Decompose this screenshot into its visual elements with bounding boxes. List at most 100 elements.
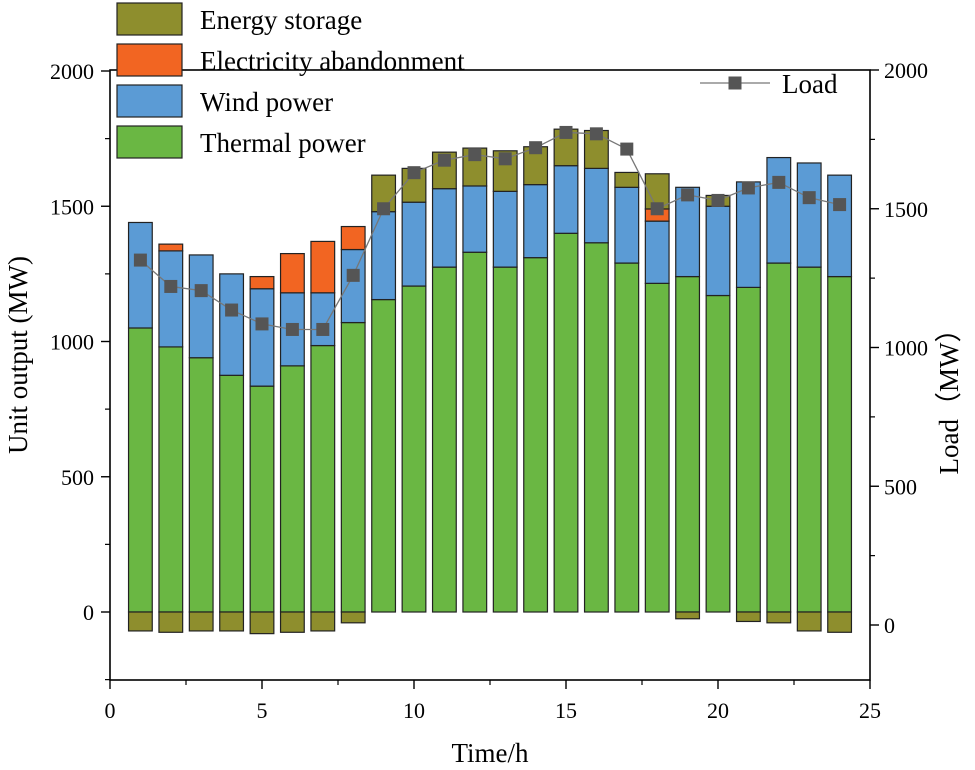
legend-label-load: Load	[782, 69, 838, 99]
x-tick-label-10: 10	[403, 698, 425, 723]
bar-wind-power-15	[553, 165, 579, 234]
bar-electricity-abandonment-5	[249, 275, 275, 290]
left-y-tick-label-500: 500	[61, 465, 94, 490]
bar-wind-power-2	[158, 250, 184, 348]
legend-label-electricity-abandonment: Electricity abandonment	[200, 46, 465, 76]
bar-thermal-power-9	[371, 298, 397, 613]
bar-wind-power-8	[340, 248, 366, 324]
bar-thermal-power-3	[188, 357, 214, 613]
load-point-20	[711, 193, 725, 207]
load-point-9	[377, 202, 391, 216]
bar-thermal-power-15	[553, 232, 579, 613]
bar-thermal-power-1	[127, 327, 153, 613]
bar-wind-power-14	[523, 184, 549, 259]
legend-label-thermal-power: Thermal power	[200, 128, 366, 158]
bar-energy-storage-charging-1	[127, 611, 153, 632]
load-point-24	[833, 198, 847, 212]
bar-wind-power-18	[644, 220, 670, 284]
right-y-tick-label-0: 0	[884, 613, 895, 638]
bar-thermal-power-24	[827, 275, 853, 613]
bar-energy-storage-charging-5	[249, 611, 275, 635]
legend-label-energy-storage: Energy storage	[200, 5, 362, 35]
load-point-19	[681, 188, 695, 202]
left-y-tick-label-0: 0	[83, 600, 94, 625]
load-point-3	[194, 284, 208, 298]
bar-wind-power-21	[735, 181, 761, 289]
load-line	[139, 131, 840, 331]
bar-wind-power-10	[401, 201, 427, 287]
bar-wind-power-4	[219, 273, 245, 376]
load-point-14	[529, 141, 543, 155]
load-point-8	[346, 268, 360, 282]
bar-electricity-abandonment-6	[279, 252, 305, 294]
legend-swatch-energy-storage	[116, 2, 183, 36]
left-y-tick-label-1500: 1500	[50, 194, 94, 219]
bars-layer	[127, 128, 853, 635]
load-point-10	[407, 166, 421, 180]
bar-wind-power-19	[675, 186, 701, 278]
bar-energy-storage-charging-8	[340, 611, 366, 624]
bar-thermal-power-22	[766, 262, 792, 613]
bar-thermal-power-10	[401, 285, 427, 613]
bar-wind-power-22	[766, 156, 792, 264]
right-y-tick-label-500: 500	[884, 474, 917, 499]
bar-energy-storage-charging-19	[675, 611, 701, 620]
left-y-axis-title: Unit output (MW)	[3, 256, 33, 454]
load-line-layer	[133, 125, 847, 336]
legend-load-marker	[728, 76, 742, 90]
bar-wind-power-7	[310, 292, 336, 347]
bar-wind-power-12	[462, 185, 488, 253]
x-tick-label-25: 25	[859, 698, 881, 723]
bar-wind-power-16	[583, 167, 609, 244]
bar-wind-power-9	[371, 211, 397, 301]
bar-electricity-abandonment-7	[310, 240, 336, 294]
bar-electricity-abandonment-8	[340, 225, 366, 251]
bar-thermal-power-8	[340, 321, 366, 613]
load-point-21	[741, 181, 755, 195]
load-point-11	[437, 153, 451, 167]
bar-thermal-power-21	[735, 286, 761, 613]
load-point-4	[225, 303, 239, 317]
load-point-7	[316, 322, 330, 336]
load-point-2	[164, 279, 178, 293]
bar-thermal-power-5	[249, 385, 275, 613]
x-tick-label-5: 5	[257, 698, 268, 723]
legend-swatch-electricity-abandonment	[116, 43, 183, 77]
bar-wind-power-20	[705, 205, 731, 297]
right-y-tick-label-2000: 2000	[884, 58, 928, 83]
bar-thermal-power-20	[705, 294, 731, 613]
load-point-6	[285, 322, 299, 336]
bar-thermal-power-7	[310, 344, 336, 613]
bar-wind-power-1	[127, 221, 153, 329]
x-tick-label-20: 20	[707, 698, 729, 723]
legend: Energy storage Electricity abandonment Win…	[116, 2, 838, 159]
bar-thermal-power-18	[644, 282, 670, 613]
x-axis-title: Time/h	[451, 738, 529, 768]
bar-thermal-power-23	[796, 266, 822, 613]
bar-thermal-power-2	[158, 346, 184, 613]
load-point-15	[559, 125, 573, 139]
bar-wind-power-5	[249, 288, 275, 387]
bar-thermal-power-12	[462, 251, 488, 613]
bar-energy-storage-charging-21	[735, 611, 761, 623]
bar-thermal-power-14	[523, 257, 549, 613]
load-point-17	[620, 142, 634, 156]
load-point-1	[133, 253, 147, 267]
bar-energy-storage-charging-24	[827, 611, 853, 633]
x-tick-label-15: 15	[555, 698, 577, 723]
bar-wind-power-13	[492, 190, 518, 268]
left-y-tick-label-2000: 2000	[50, 59, 94, 84]
bar-thermal-power-13	[492, 266, 518, 613]
bar-energy-storage-charging-3	[188, 611, 214, 632]
axes-layer: 0 5 10 15 20 25 0 500 1000 1500 2000 0 500 1000 1500 20…	[50, 58, 928, 723]
bar-thermal-power-11	[431, 266, 457, 613]
legend-swatch-wind-power	[116, 84, 183, 118]
load-point-18	[650, 202, 664, 216]
legend-label-wind-power: Wind power	[200, 87, 333, 117]
load-point-16	[589, 127, 603, 141]
bar-thermal-power-4	[219, 374, 245, 613]
left-y-tick-label-1000: 1000	[50, 330, 94, 355]
bar-energy-storage-charging-4	[219, 611, 245, 632]
bar-energy-storage-charging-6	[279, 611, 305, 633]
